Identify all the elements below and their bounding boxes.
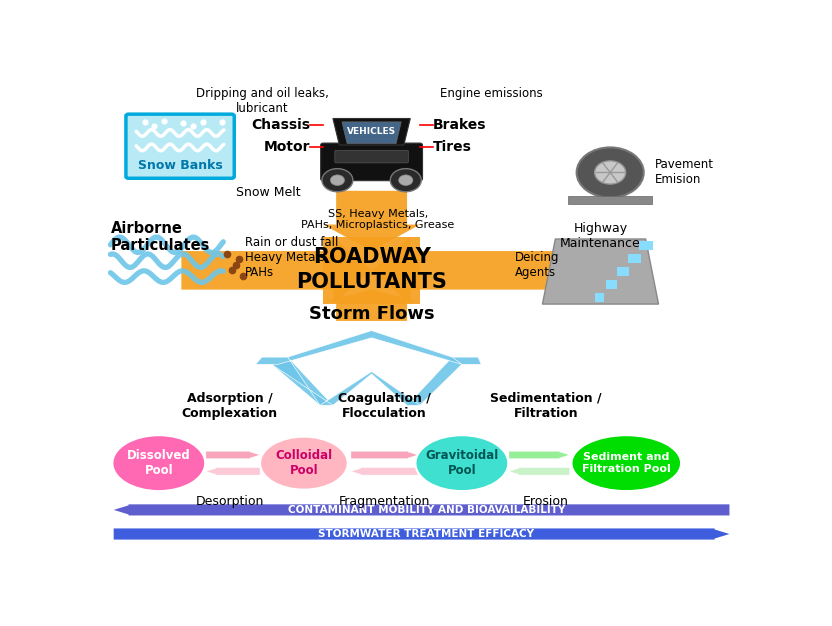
FancyBboxPatch shape <box>320 143 423 181</box>
Ellipse shape <box>112 435 206 491</box>
FancyBboxPatch shape <box>323 237 420 304</box>
FancyBboxPatch shape <box>640 241 653 250</box>
Text: Brakes: Brakes <box>433 118 487 131</box>
Polygon shape <box>323 191 420 251</box>
Polygon shape <box>114 505 730 515</box>
Polygon shape <box>255 357 333 405</box>
Ellipse shape <box>415 435 508 491</box>
Text: Fragmentation: Fragmentation <box>339 495 430 508</box>
Text: ROADWAY: ROADWAY <box>313 247 430 267</box>
Text: Adsorption /
Complexation: Adsorption / Complexation <box>181 392 278 420</box>
Text: Sediment and
Filtration Pool: Sediment and Filtration Pool <box>582 453 671 474</box>
Polygon shape <box>206 451 260 459</box>
FancyBboxPatch shape <box>126 114 235 178</box>
Text: CONTAMINANT MOBILITY AND BIOAVAILABILITY: CONTAMINANT MOBILITY AND BIOAVAILABILITY <box>288 505 565 515</box>
Text: POLLUTANTS: POLLUTANTS <box>296 272 447 292</box>
Text: STORMWATER TREATMENT EFFICACY: STORMWATER TREATMENT EFFICACY <box>319 529 534 539</box>
Text: Dissolved
Pool: Dissolved Pool <box>127 449 191 477</box>
Ellipse shape <box>572 435 681 491</box>
Text: SS, Heavy Metals,
PAHs, Microplastics, Grease: SS, Heavy Metals, PAHs, Microplastics, G… <box>301 208 454 230</box>
Text: Deicing
Agents: Deicing Agents <box>515 250 559 279</box>
Circle shape <box>330 175 344 185</box>
Polygon shape <box>509 451 570 459</box>
Polygon shape <box>509 468 570 475</box>
Text: Colloidal
Pool: Colloidal Pool <box>275 449 333 477</box>
Circle shape <box>399 175 413 185</box>
Text: Snow Melt: Snow Melt <box>236 186 301 198</box>
Text: Sedimentation /
Filtration: Sedimentation / Filtration <box>490 392 602 420</box>
Text: VEHICLES: VEHICLES <box>347 127 396 136</box>
Text: Pavement
Emision: Pavement Emision <box>656 158 715 187</box>
Text: Rain or dust fall
Heavy Metals,
PAHs: Rain or dust fall Heavy Metals, PAHs <box>245 236 338 279</box>
Text: Desorption: Desorption <box>196 495 264 508</box>
Polygon shape <box>272 331 462 405</box>
FancyBboxPatch shape <box>568 196 652 204</box>
Text: Motor: Motor <box>264 140 310 155</box>
Text: Chassis: Chassis <box>251 118 310 131</box>
Polygon shape <box>542 239 659 304</box>
Polygon shape <box>323 290 420 321</box>
Polygon shape <box>407 357 481 405</box>
Text: Engine emissions: Engine emissions <box>439 87 542 100</box>
Circle shape <box>322 168 353 192</box>
Polygon shape <box>342 122 401 143</box>
Text: Coagulation /
Flocculation: Coagulation / Flocculation <box>338 392 431 420</box>
Polygon shape <box>351 468 418 475</box>
Text: Tires: Tires <box>433 140 472 155</box>
Text: Erosion: Erosion <box>522 495 568 508</box>
Polygon shape <box>351 451 418 459</box>
Polygon shape <box>333 118 410 145</box>
FancyBboxPatch shape <box>617 267 629 276</box>
Polygon shape <box>206 468 260 475</box>
Text: Snow Banks: Snow Banks <box>138 158 222 172</box>
Text: Dripping and oil leaks,
lubricant: Dripping and oil leaks, lubricant <box>196 87 329 115</box>
Text: Airborne
Particulates: Airborne Particulates <box>111 221 210 253</box>
Text: Storm Flows: Storm Flows <box>309 305 434 324</box>
Polygon shape <box>372 237 562 304</box>
FancyBboxPatch shape <box>334 150 409 163</box>
Text: Highway
Maintenance: Highway Maintenance <box>560 222 641 250</box>
FancyBboxPatch shape <box>596 293 604 302</box>
Polygon shape <box>114 528 730 540</box>
Circle shape <box>577 147 644 198</box>
Polygon shape <box>181 237 372 304</box>
FancyBboxPatch shape <box>607 280 617 289</box>
Circle shape <box>595 161 626 184</box>
Text: Gravitoidal
Pool: Gravitoidal Pool <box>425 449 498 477</box>
FancyBboxPatch shape <box>628 254 641 263</box>
Circle shape <box>390 168 421 192</box>
Ellipse shape <box>260 437 348 490</box>
